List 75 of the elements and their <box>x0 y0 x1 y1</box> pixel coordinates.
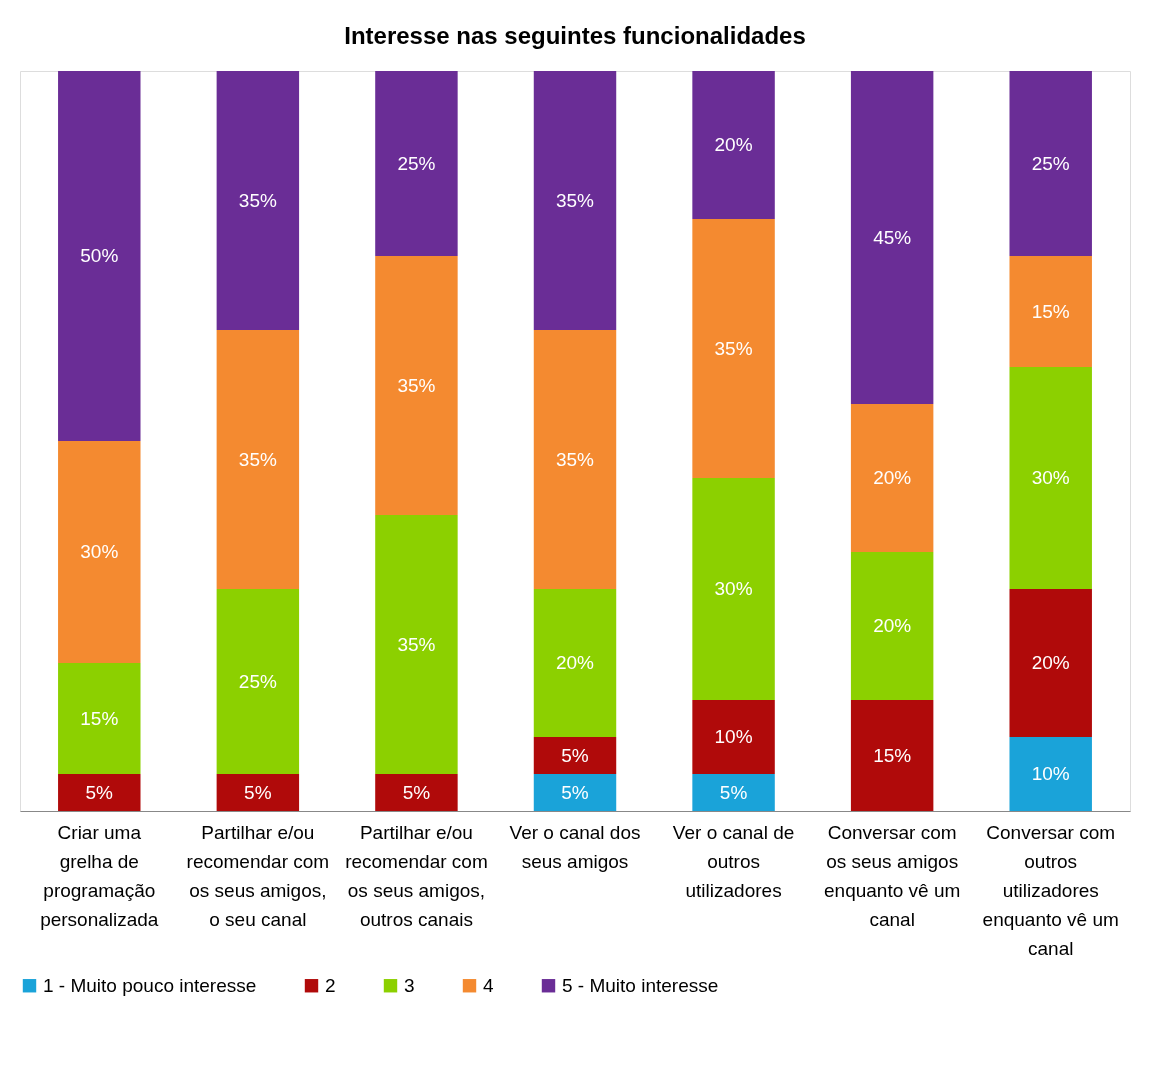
data-label: 35% <box>397 374 436 396</box>
data-label: 35% <box>714 337 753 359</box>
data-label: 5% <box>561 744 589 766</box>
bar <box>533 774 617 811</box>
data-label: 5% <box>561 781 589 803</box>
x-tick-label: Ver o canal de outros utilizadores <box>672 821 795 901</box>
bar <box>1009 589 1092 737</box>
bar <box>216 71 300 330</box>
data-label: 5% <box>402 781 431 803</box>
bar <box>692 478 775 700</box>
x-tick-label: Partilhar e/ou recomendar com os seus amigos, outros canais <box>345 821 488 930</box>
bar <box>692 71 775 219</box>
data-label: 5% <box>244 781 272 803</box>
bar <box>692 700 775 774</box>
bar <box>533 330 617 589</box>
bar <box>58 441 141 663</box>
data-label: 5% <box>719 781 748 803</box>
data-label: 30% <box>80 541 119 562</box>
data-label: 25% <box>1031 152 1070 174</box>
bar <box>375 515 458 774</box>
bar <box>850 404 934 552</box>
bar <box>216 589 300 774</box>
legend-label: 4 <box>483 974 494 996</box>
x-tick-label: Conversar com os seus amigos enquanto vê um canal <box>824 821 961 930</box>
x-tick-label: Criar uma grelha de programação personalizada <box>40 821 159 930</box>
data-label: 10% <box>714 726 753 747</box>
bar <box>216 330 300 589</box>
bar <box>1009 367 1092 589</box>
data-label: 35% <box>555 189 595 211</box>
bar <box>1009 71 1092 256</box>
bar <box>850 700 934 811</box>
x-tick-label: Ver o canal dos seus amigos <box>509 821 641 872</box>
bar <box>850 71 934 404</box>
legend-label: 2 <box>325 974 336 996</box>
bar <box>692 774 775 811</box>
data-label: 15% <box>1031 300 1070 322</box>
bar <box>58 663 141 774</box>
x-tick-label: Conversar com outros utilizadores enquanto vê um canal <box>982 821 1119 959</box>
data-label: 20% <box>1031 652 1070 673</box>
bar <box>850 552 934 700</box>
bar <box>375 774 458 811</box>
x-tick-label: Partilhar e/ou recomendar com os seus amigos, o seu canal <box>186 821 330 930</box>
data-label: 10% <box>1031 763 1070 784</box>
data-label: 15% <box>80 707 119 729</box>
data-label: 15% <box>873 744 912 766</box>
bar <box>1009 256 1092 367</box>
chart-title: Interesse nas seguintes funcionalidades <box>344 22 806 49</box>
data-label: 35% <box>238 448 277 470</box>
bar <box>58 774 141 811</box>
data-label: 20% <box>555 652 595 673</box>
data-label: 20% <box>714 134 753 155</box>
data-label: 30% <box>714 578 753 599</box>
bar <box>216 774 300 811</box>
bar <box>375 71 458 256</box>
bar <box>533 737 617 774</box>
legend-label: 3 <box>404 974 415 996</box>
legend-label: 1 - Muito pouco interesse <box>43 974 257 996</box>
data-label: 25% <box>397 152 436 174</box>
data-label: 30% <box>1031 467 1070 488</box>
data-label: 35% <box>238 189 277 211</box>
data-label: 5% <box>85 781 114 803</box>
data-label: 45% <box>873 226 912 248</box>
data-label: 35% <box>555 448 595 470</box>
bar <box>1009 737 1092 811</box>
data-label: 50% <box>80 245 119 266</box>
bar <box>58 71 141 441</box>
data-label: 20% <box>873 615 912 636</box>
bar <box>533 589 617 737</box>
bar <box>375 256 458 515</box>
data-label: 20% <box>873 467 912 488</box>
data-label: 25% <box>238 670 277 692</box>
data-label: 35% <box>397 633 436 655</box>
bar <box>533 71 617 330</box>
legend-label: 5 - Muito interesse <box>562 974 719 996</box>
bar <box>692 219 775 478</box>
